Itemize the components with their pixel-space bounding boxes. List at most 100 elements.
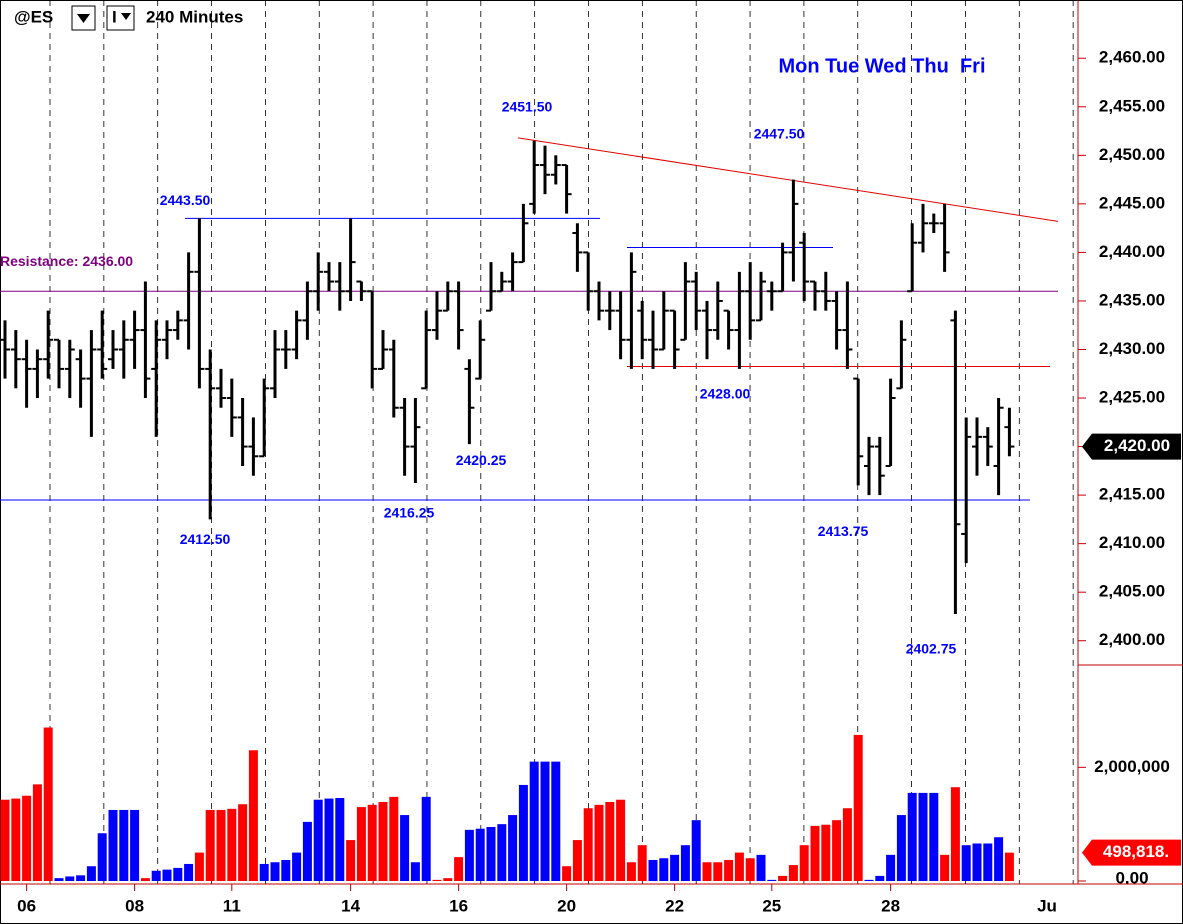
x-end-label: Ju [1037, 896, 1057, 915]
y-tick-label: 2,450.00 [1099, 145, 1165, 164]
volume-bar [43, 727, 53, 881]
x-tick-label: 14 [341, 896, 360, 915]
y-tick-label: 2,410.00 [1099, 533, 1165, 552]
volume-bar [637, 845, 647, 881]
volume-bar [745, 858, 755, 881]
volume-bar [421, 796, 431, 881]
volume-bar [994, 837, 1004, 881]
symbol: @ES [14, 7, 53, 26]
volume-tick-label: 2,000,000 [1094, 757, 1170, 776]
y-tick-label: 2,430.00 [1099, 339, 1165, 358]
volume-bar [108, 809, 118, 881]
volume-bar [691, 820, 701, 881]
volume-bar [616, 799, 626, 881]
plot: Resistance: 2436.00 2443.50 2451.50 2447.50… [0, 98, 1059, 881]
x-tick-label: 11 [223, 896, 241, 915]
annotation: 2443.50 [160, 192, 211, 208]
volume-bar [886, 854, 896, 881]
x-tick-label: 16 [449, 896, 468, 915]
volume-bar [173, 867, 183, 881]
volume-bar [626, 862, 636, 881]
volume-bar [292, 852, 302, 881]
last-price-label: 2,420.00 [1104, 436, 1170, 455]
y-tick-label: 2,445.00 [1099, 193, 1165, 212]
volume-bar [497, 824, 507, 881]
volume-bar [248, 750, 258, 881]
volume-bar [227, 808, 237, 881]
volume-bar [130, 809, 140, 881]
volume-bar [767, 879, 777, 881]
annotation: 2402.75 [906, 641, 957, 657]
dropdown-arrow [77, 14, 90, 23]
volume-bar [32, 784, 42, 881]
volume-bar [583, 808, 593, 881]
last-price-tag [1082, 433, 1181, 460]
volume-bar [151, 870, 161, 881]
annotation: 2412.50 [180, 531, 231, 547]
volume-bar [324, 798, 334, 881]
volume-bar [65, 876, 75, 881]
volume-bar [670, 854, 680, 881]
volume-bar [76, 875, 86, 881]
annotation: 2451.50 [502, 98, 553, 114]
y-tick-label: 2,405.00 [1099, 582, 1165, 601]
volume-bar [238, 804, 248, 881]
volume-bar [961, 845, 971, 881]
volume-bar [367, 804, 377, 881]
trendline [517, 137, 1059, 222]
annotation: 2447.50 [754, 125, 805, 141]
y-tick-label: 2,455.00 [1099, 96, 1165, 115]
volume-bar [832, 820, 842, 881]
grid [49, 0, 1074, 884]
volume-bar [724, 859, 734, 881]
volume-bar [950, 787, 960, 881]
volume-bar [702, 862, 712, 881]
volume-bar [184, 863, 194, 881]
volume-bar [346, 840, 356, 881]
volume-bar [140, 878, 150, 881]
annotation: 2420.25 [456, 452, 507, 468]
volume-bar [194, 852, 204, 881]
volume-bar [389, 796, 399, 881]
volume-bar [335, 798, 345, 881]
interval-type: I [112, 7, 117, 26]
y-tick-label: 2,435.00 [1099, 290, 1165, 309]
volume-bar [853, 734, 863, 881]
volume-bar [270, 862, 280, 881]
days-label: Mon Tue Wed Thu Fri [778, 55, 985, 77]
volume-bar [972, 843, 982, 881]
volume-bar [659, 858, 669, 881]
volume-bar [799, 845, 809, 881]
x-tick-label: 08 [125, 896, 144, 915]
volume-bar [562, 866, 572, 881]
volume-bar [443, 878, 453, 881]
volume-bar [680, 845, 690, 881]
volume-bar [572, 840, 582, 881]
volume-bar [0, 799, 10, 881]
y-tick-label: 2,400.00 [1099, 630, 1165, 649]
interval-dropdown[interactable] [106, 5, 135, 31]
volume-bar [778, 875, 788, 881]
volume-bar [788, 865, 798, 881]
volume-bar [11, 798, 21, 881]
volume-bar [378, 801, 388, 881]
volume-bar [605, 801, 615, 881]
volume-bar [648, 859, 658, 881]
volume-bar [400, 815, 410, 881]
volume-bar [940, 854, 950, 881]
volume-bar [119, 809, 129, 881]
annotation: 2413.75 [818, 523, 869, 539]
x-tick-label: 06 [17, 896, 36, 915]
annotation: 2428.00 [700, 386, 751, 402]
volume-bar [410, 862, 420, 881]
volume-bar [821, 824, 831, 881]
volume-bar [508, 815, 518, 881]
volume-bar [356, 807, 366, 881]
volume-bar [734, 852, 744, 881]
last-volume-tag [1082, 839, 1181, 866]
y-tick-label: 2,415.00 [1099, 485, 1165, 504]
annotation: Resistance: 2436.00 [0, 253, 133, 269]
volume-bar [54, 878, 64, 881]
